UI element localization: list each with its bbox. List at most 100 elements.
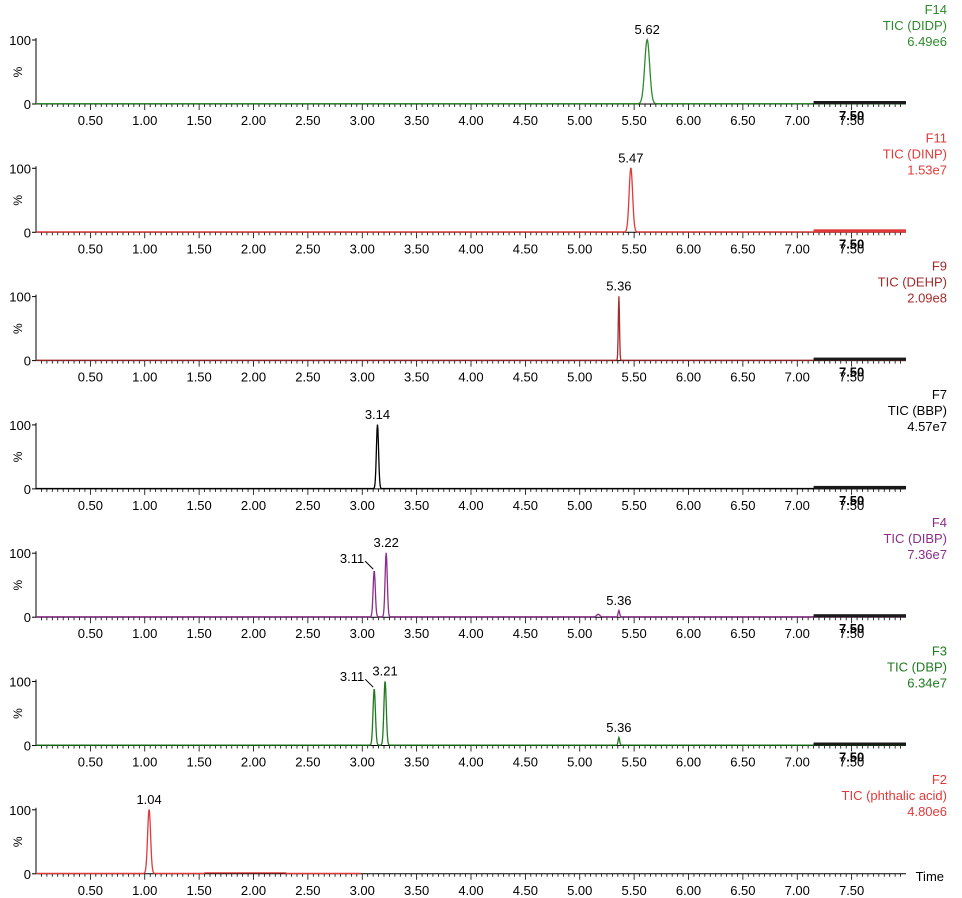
y-tick-label-100: 100: [9, 161, 31, 176]
y-tick-label-0: 0: [24, 610, 31, 625]
panel-compound-label: TIC (BBP): [888, 403, 947, 418]
x-tick-label: 7.50: [839, 241, 864, 256]
x-tick-label: 7.00: [785, 883, 810, 898]
x-tick-label: 2.00: [241, 755, 266, 770]
x-tick-label: 4.50: [513, 370, 538, 385]
x-tick-label: 0.50: [78, 498, 103, 513]
x-tick-label: 7.00: [785, 241, 810, 256]
x-tick-label: 6.00: [676, 883, 701, 898]
trace-line: [36, 38, 906, 105]
peak-leader-line: [364, 560, 374, 570]
x-tick-label: 2.00: [241, 626, 266, 641]
peak-label: 5.47: [618, 150, 643, 165]
panel-intensity-label: 4.80e6: [907, 804, 947, 819]
x-tick-label: 3.50: [404, 241, 429, 256]
peak-leader-line: [364, 678, 374, 688]
x-tick-label: 2.00: [241, 113, 266, 128]
x-tick-label: 5.00: [567, 755, 592, 770]
baseline-noise-band: [813, 614, 906, 618]
panel-compound-label: TIC (DINP): [883, 146, 947, 161]
x-axis-label: Time: [916, 869, 944, 884]
x-tick-label: 5.00: [567, 241, 592, 256]
x-tick-label: 4.50: [513, 755, 538, 770]
x-tick-label: 6.00: [676, 370, 701, 385]
peak-label: 5.36: [606, 720, 631, 735]
x-tick-label: 5.00: [567, 883, 592, 898]
x-tick-label: 3.50: [404, 498, 429, 513]
x-tick-label: 5.00: [567, 370, 592, 385]
x-tick-label: 1.50: [186, 755, 211, 770]
x-axis-ticks: [41, 232, 901, 239]
x-axis-ticks: [41, 488, 901, 495]
x-tick-label: 3.00: [350, 370, 375, 385]
x-tick-label: 3.00: [350, 883, 375, 898]
x-tick-label: 2.00: [241, 498, 266, 513]
y-axis-label: %: [11, 451, 25, 462]
x-tick-label: 0.50: [78, 883, 103, 898]
x-tick-label: 1.50: [186, 883, 211, 898]
x-tick-label: 3.00: [350, 626, 375, 641]
trace-line: [36, 296, 906, 361]
y-tick-label-100: 100: [9, 803, 31, 818]
x-tick-label: 7.50: [839, 755, 864, 770]
x-tick-label: 1.50: [186, 626, 211, 641]
panel-intensity-label: 6.49e6: [907, 34, 947, 49]
x-axis-ticks: [41, 360, 901, 367]
x-tick-label: 2.50: [295, 755, 320, 770]
trace-line: [36, 809, 361, 875]
x-tick-label: 2.00: [241, 241, 266, 256]
x-tick-label: 5.00: [567, 626, 592, 641]
x-overlay-label: 7.50: [839, 750, 864, 765]
x-tick-label: 7.50: [839, 883, 864, 898]
x-tick-label: 2.50: [295, 113, 320, 128]
x-tick-label: 6.00: [676, 626, 701, 641]
x-tick-label: 4.50: [513, 883, 538, 898]
x-tick-label: 5.50: [621, 113, 646, 128]
x-tick-label: 4.50: [513, 498, 538, 513]
x-overlay-label: 7.50: [839, 236, 864, 251]
panel-function-label: F7: [932, 387, 947, 402]
x-tick-label: 5.00: [567, 113, 592, 128]
x-tick-label: 7.50: [839, 370, 864, 385]
peak-label: 5.36: [606, 593, 631, 608]
panel-function-label: F3: [932, 644, 947, 659]
x-tick-label: 7.00: [785, 626, 810, 641]
x-tick-label: 6.00: [676, 113, 701, 128]
x-tick-label: 7.50: [839, 113, 864, 128]
y-tick-label-100: 100: [9, 418, 31, 433]
x-tick-label: 3.00: [350, 241, 375, 256]
x-tick-label: 7.00: [785, 113, 810, 128]
x-tick-label: 4.00: [458, 883, 483, 898]
panel-compound-label: TIC (DEHP): [878, 275, 947, 290]
x-tick-label: 6.50: [730, 370, 755, 385]
x-tick-label: 4.00: [458, 755, 483, 770]
x-tick-label: 5.50: [621, 883, 646, 898]
x-tick-label: 6.50: [730, 113, 755, 128]
x-overlay-label: 7.50: [839, 621, 864, 636]
x-tick-label: 4.00: [458, 626, 483, 641]
peak-label: 3.14: [365, 407, 390, 422]
x-tick-label: 0.50: [78, 370, 103, 385]
x-tick-label: 6.50: [730, 241, 755, 256]
x-tick-label: 3.00: [350, 113, 375, 128]
y-tick-label-100: 100: [9, 33, 31, 48]
y-tick-label-100: 100: [9, 675, 31, 690]
panel-function-label: F4: [932, 515, 947, 530]
trace-line: [36, 167, 906, 233]
x-tick-label: 4.00: [458, 498, 483, 513]
baseline-noise-band: [813, 357, 906, 361]
y-axis-label: %: [11, 580, 25, 591]
x-tick-label: 1.50: [186, 241, 211, 256]
x-tick-label: 2.00: [241, 370, 266, 385]
x-tick-label: 2.00: [241, 883, 266, 898]
y-tick-label-0: 0: [24, 97, 31, 112]
panel-compound-label: TIC (DIBP): [883, 531, 947, 546]
x-tick-label: 6.50: [730, 626, 755, 641]
x-axis-ticks: [41, 873, 901, 880]
x-tick-label: 5.50: [621, 626, 646, 641]
x-tick-label: 6.00: [676, 498, 701, 513]
x-tick-label: 0.50: [78, 113, 103, 128]
